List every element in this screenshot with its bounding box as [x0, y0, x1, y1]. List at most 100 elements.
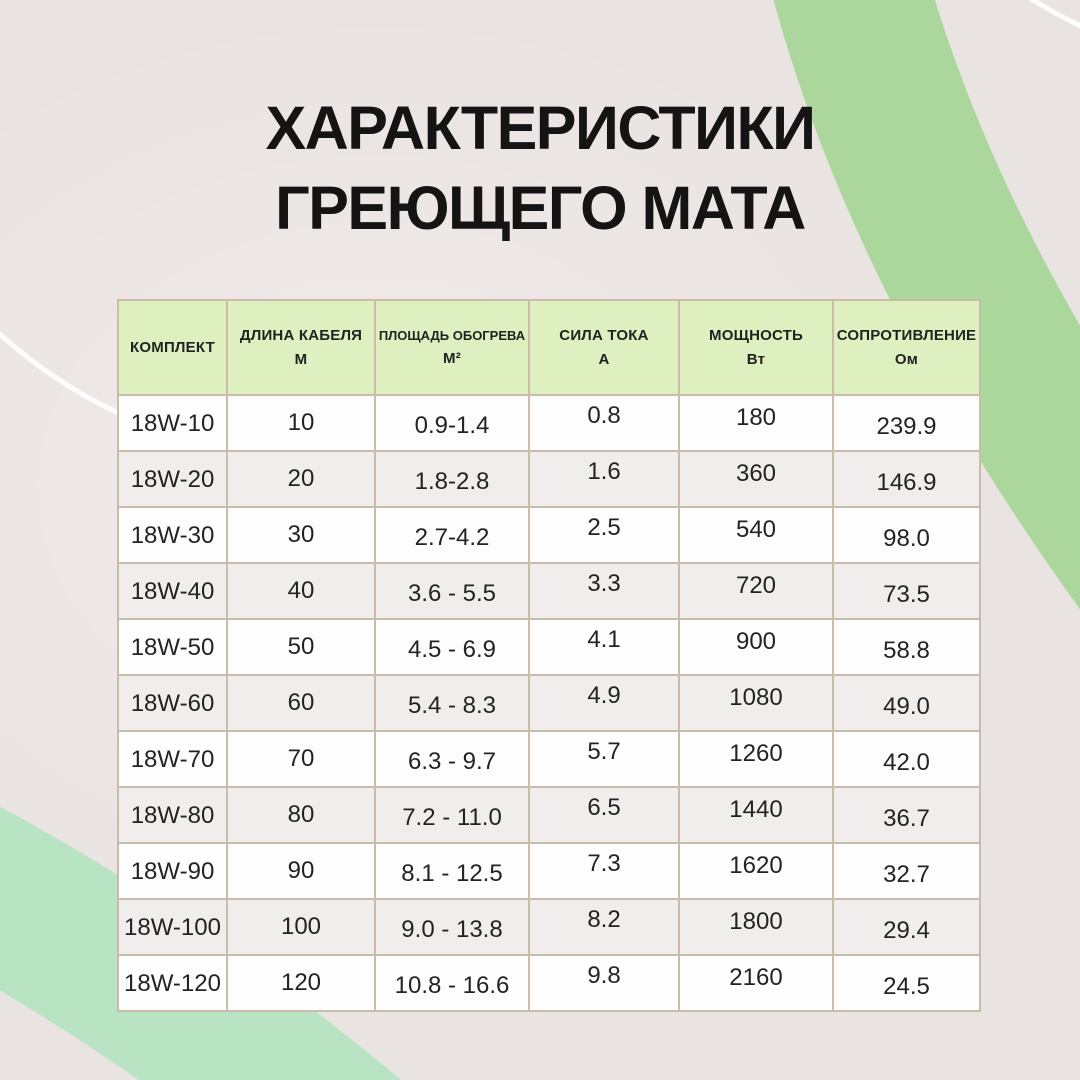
column-header-label: ДЛИНА КАБЕЛЯ — [239, 327, 363, 344]
column-header-unit: Ом — [894, 351, 919, 368]
white-arc-left-shape — [0, 331, 136, 423]
table-cell-value: 18W-100 — [124, 914, 221, 941]
column-header-label: СИЛА ТОКА — [559, 327, 649, 344]
table-cell-value: 7.3 — [587, 850, 621, 877]
spec-table: КОМПЛЕКТ ДЛИНА КАБЕЛЯ М ПЛОЩАДЬ ОБОГРЕВА М² С… — [117, 299, 981, 1012]
column-header: ДЛИНА КАБЕЛЯ М — [228, 301, 374, 394]
white-arc-top-right-shape — [1028, 0, 1080, 29]
table-cell: 10.8 - 16.6 — [376, 956, 528, 1010]
table-cell-value: 1.8-2.8 — [414, 468, 490, 495]
table-cell: 2.7-4.2 — [376, 508, 528, 562]
table-cell-value: 18W-10 — [130, 410, 215, 437]
table-cell-value: 100 — [280, 913, 322, 940]
table-cell: 540 — [680, 508, 832, 562]
column-header: КОМПЛЕКТ — [119, 301, 226, 394]
table-cell: 720 — [680, 564, 832, 618]
table-cell: 50 — [228, 620, 374, 674]
column-header-unit: Вт — [746, 351, 766, 368]
table-cell: 90 — [228, 844, 374, 898]
column-header-label: КОМПЛЕКТ — [130, 339, 215, 356]
table-cell-value: 36.7 — [883, 805, 930, 832]
table-cell: 30 — [228, 508, 374, 562]
table-cell-value: 18W-80 — [130, 802, 215, 829]
table-cell-value: 146.9 — [876, 469, 937, 496]
column-header-unit: М² — [443, 350, 461, 367]
table-cell-value: 18W-20 — [130, 466, 215, 493]
table-cell: 3.6 - 5.5 — [376, 564, 528, 618]
table-cell-value: 2.7-4.2 — [414, 524, 490, 551]
table-cell: 10 — [228, 396, 374, 450]
table-cell-value: 18W-120 — [124, 970, 221, 997]
table-cell-value: 1440 — [729, 796, 783, 823]
table-cell: 18W-20 — [119, 452, 226, 506]
table-cell: 18W-90 — [119, 844, 226, 898]
table-cell-value: 120 — [280, 969, 322, 996]
table-cell-value: 30 — [287, 521, 315, 548]
table-cell-value: 10 — [287, 409, 315, 436]
table-cell: 32.7 — [834, 844, 979, 898]
table-cell: 18W-10 — [119, 396, 226, 450]
table-cell-value: 18W-60 — [130, 690, 215, 717]
table-cell: 70 — [228, 732, 374, 786]
table-cell-value: 10.8 - 16.6 — [394, 972, 510, 999]
table-cell-value: 50 — [287, 633, 315, 660]
table-cell-value: 0.8 — [587, 402, 621, 429]
table-cell: 18W-40 — [119, 564, 226, 618]
table-cell: 4.5 - 6.9 — [376, 620, 528, 674]
table-cell: 1440 — [680, 788, 832, 842]
table-cell-value: 98.0 — [883, 525, 930, 552]
table-cell: 20 — [228, 452, 374, 506]
page-title: ХАРАКТЕРИСТИКИ ГРЕЮЩЕГО МАТА — [0, 88, 1080, 248]
table-cell-value: 60 — [287, 689, 315, 716]
column-header-unit: М — [294, 351, 308, 368]
table-cell-value: 18W-50 — [130, 634, 215, 661]
table-cell-value: 20 — [287, 465, 315, 492]
table-cell: 18W-60 — [119, 676, 226, 730]
table-cell-value: 540 — [735, 516, 777, 543]
table-cell-value: 7.2 - 11.0 — [402, 804, 502, 831]
table-cell-value: 2.5 — [587, 514, 621, 541]
table-cell-value: 900 — [735, 628, 777, 655]
table-cell: 42.0 — [834, 732, 979, 786]
table-cell-value: 24.5 — [883, 973, 930, 1000]
table-cell: 73.5 — [834, 564, 979, 618]
table-cell: 1080 — [680, 676, 832, 730]
column-header-label: СОПРОТИВЛЕНИЕ — [836, 327, 977, 344]
table-cell: 0.9-1.4 — [376, 396, 528, 450]
table-cell-value: 70 — [287, 745, 315, 772]
table-cell: 146.9 — [834, 452, 979, 506]
table-cell-value: 49.0 — [883, 693, 930, 720]
table-cell: 7.2 - 11.0 — [376, 788, 528, 842]
table-cell-value: 720 — [735, 572, 777, 599]
table-cell-value: 1.6 — [587, 458, 621, 485]
table-cell: 3.3 — [530, 564, 678, 618]
table-cell-value: 5.4 - 8.3 — [407, 692, 497, 719]
table-cell-value: 1800 — [729, 908, 783, 935]
table-cell-value: 3.3 — [587, 570, 621, 597]
table-cell-value: 8.1 - 12.5 — [401, 860, 503, 887]
table-cell-value: 73.5 — [883, 581, 930, 608]
table-cell-value: 58.8 — [883, 637, 930, 664]
table-cell: 18W-30 — [119, 508, 226, 562]
table-cell-value: 2160 — [729, 964, 783, 991]
column-header: СОПРОТИВЛЕНИЕ Ом — [834, 301, 979, 394]
table-cell-value: 6.5 — [587, 794, 621, 821]
table-cell: 58.8 — [834, 620, 979, 674]
table-cell-value: 6.3 - 9.7 — [407, 748, 497, 775]
table-cell: 8.2 — [530, 900, 678, 954]
table-cell: 9.8 — [530, 956, 678, 1010]
table-cell: 2160 — [680, 956, 832, 1010]
table-cell-value: 5.7 — [587, 738, 621, 765]
table-cell: 9.0 - 13.8 — [376, 900, 528, 954]
table-cell-value: 18W-30 — [130, 522, 215, 549]
table-cell: 1.6 — [530, 452, 678, 506]
table-cell: 40 — [228, 564, 374, 618]
table-cell: 4.9 — [530, 676, 678, 730]
table-cell-value: 1080 — [729, 684, 783, 711]
table-cell: 80 — [228, 788, 374, 842]
table-cell: 5.4 - 8.3 — [376, 676, 528, 730]
table-cell: 7.3 — [530, 844, 678, 898]
table-cell: 49.0 — [834, 676, 979, 730]
table-cell: 18W-70 — [119, 732, 226, 786]
